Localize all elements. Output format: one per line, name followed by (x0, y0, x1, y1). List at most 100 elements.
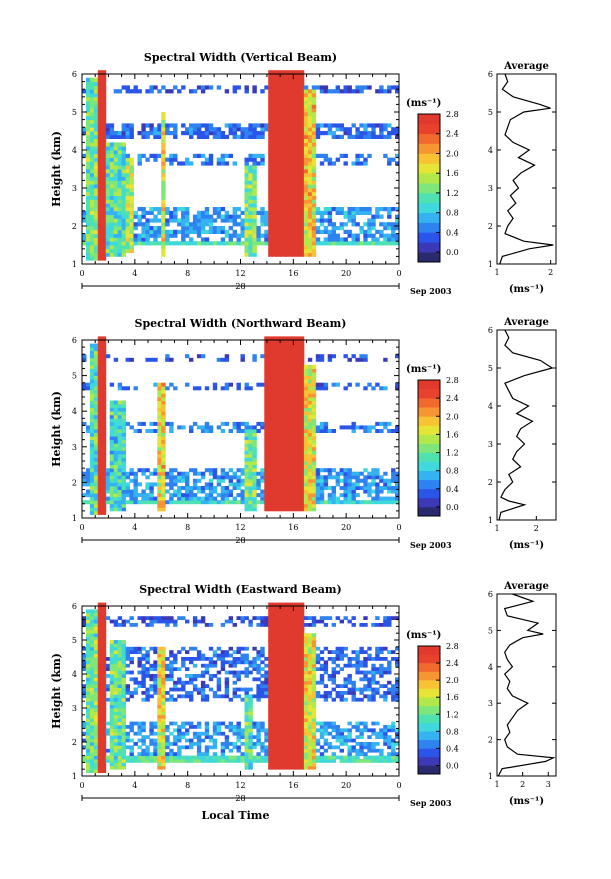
heatmap-cell (241, 482, 245, 486)
heatmap-cell (114, 742, 118, 746)
heatmap-cell (300, 365, 304, 369)
heatmap-cell (312, 422, 316, 426)
heatmap-cell (185, 745, 189, 749)
heatmap-cell (225, 681, 229, 685)
heatmap-cell (268, 386, 272, 390)
heatmap-cell (268, 245, 272, 249)
heatmap-cell (201, 688, 205, 692)
heatmap-cell (122, 507, 126, 511)
heatmap-cell (312, 169, 316, 173)
heatmap-cell (260, 650, 264, 654)
heatmap-cell (141, 422, 145, 426)
heatmap-cell (157, 89, 161, 93)
heatmap-cell (201, 732, 205, 736)
heatmap-cell (367, 425, 371, 429)
heatmap-cell (237, 123, 241, 127)
heatmap-cell (268, 486, 272, 490)
heatmap-cell (193, 422, 197, 426)
heatmap-cell (268, 465, 272, 469)
heatmap-cell (181, 735, 185, 739)
heatmap-cell (118, 461, 122, 465)
heatmap-cell (256, 226, 260, 230)
heatmap-cell (98, 177, 102, 181)
heatmap-cell (90, 358, 94, 362)
heatmap-cell (229, 215, 233, 219)
heatmap-cell (149, 429, 153, 433)
heatmap-cell (185, 691, 189, 695)
heatmap-cell (86, 196, 90, 200)
heatmap-cell (114, 199, 118, 203)
heatmap-cell (98, 215, 102, 219)
heatmap-cell (245, 203, 249, 207)
heatmap-cell (197, 654, 201, 658)
heatmap-cell (280, 74, 284, 78)
heatmap-cell (304, 139, 308, 143)
heatmap-cell (379, 89, 383, 93)
heatmap-cell (177, 486, 181, 490)
heatmap-cell (126, 500, 130, 504)
heatmap-cell (165, 623, 169, 627)
heatmap-cell (98, 504, 102, 508)
heatmap-cell (122, 192, 126, 196)
heatmap-cell (110, 504, 114, 508)
heatmap-cell (90, 85, 94, 89)
heatmap-cell (86, 613, 90, 617)
heatmap-cell (161, 725, 165, 729)
heatmap-cell (245, 180, 249, 184)
heatmap-cell (173, 123, 177, 127)
heatmap-cell (181, 161, 185, 165)
heatmap-cell (292, 372, 296, 376)
heatmap-cell (268, 401, 272, 405)
heatmap-cell (197, 742, 201, 746)
heatmap-cell (264, 222, 268, 226)
heatmap-cell (134, 472, 138, 476)
heatmap-cell (308, 390, 312, 394)
heatmap-cell (312, 116, 316, 120)
heatmap-cell (336, 211, 340, 215)
heatmap-cell (248, 486, 252, 490)
heatmap-cell (268, 739, 272, 743)
heatmap-cell (268, 425, 272, 429)
heatmap-cell (252, 215, 256, 219)
heatmap-cell (94, 211, 98, 215)
heatmap-cell (201, 241, 205, 245)
heatmap-cell (359, 479, 363, 483)
heatmap-cell (352, 222, 356, 226)
heatmap-cell (161, 390, 165, 394)
heatmap-cell (114, 401, 118, 405)
heatmap-cell (371, 479, 375, 483)
heatmap-cell (284, 369, 288, 373)
heatmap-cell (141, 725, 145, 729)
heatmap-cell (126, 739, 130, 743)
heatmap-cell (292, 465, 296, 469)
heatmap-cell (324, 237, 328, 241)
heatmap-cell (252, 465, 256, 469)
heatmap-cell (288, 461, 292, 465)
heatmap-cell (161, 616, 165, 620)
heatmap-cell (276, 123, 280, 127)
heatmap-cell (205, 158, 209, 162)
heatmap-cell (110, 123, 114, 127)
heatmap-cell (296, 199, 300, 203)
heatmap-cell (98, 650, 102, 654)
heatmap-cell (98, 769, 102, 773)
heatmap-cell (391, 85, 395, 89)
heatmap-cell (371, 127, 375, 131)
heatmap-cell (312, 142, 316, 146)
heatmap-cell (169, 671, 173, 675)
heatmap-cell (181, 215, 185, 219)
heatmap-cell (332, 131, 336, 135)
heatmap-cell (308, 397, 312, 401)
heatmap-cell (102, 230, 106, 234)
heatmap-cell (94, 511, 98, 515)
heatmap-cell (284, 104, 288, 108)
heatmap-cell (288, 82, 292, 86)
heatmap-cell (256, 752, 260, 756)
heatmap-cell (237, 234, 241, 238)
heatmap-cell (276, 215, 280, 219)
heatmap-cell (320, 422, 324, 426)
heatmap-cell (292, 447, 296, 451)
heatmap-cell (300, 82, 304, 86)
colorbar-swatch (418, 114, 440, 124)
heatmap-cell (110, 732, 114, 736)
